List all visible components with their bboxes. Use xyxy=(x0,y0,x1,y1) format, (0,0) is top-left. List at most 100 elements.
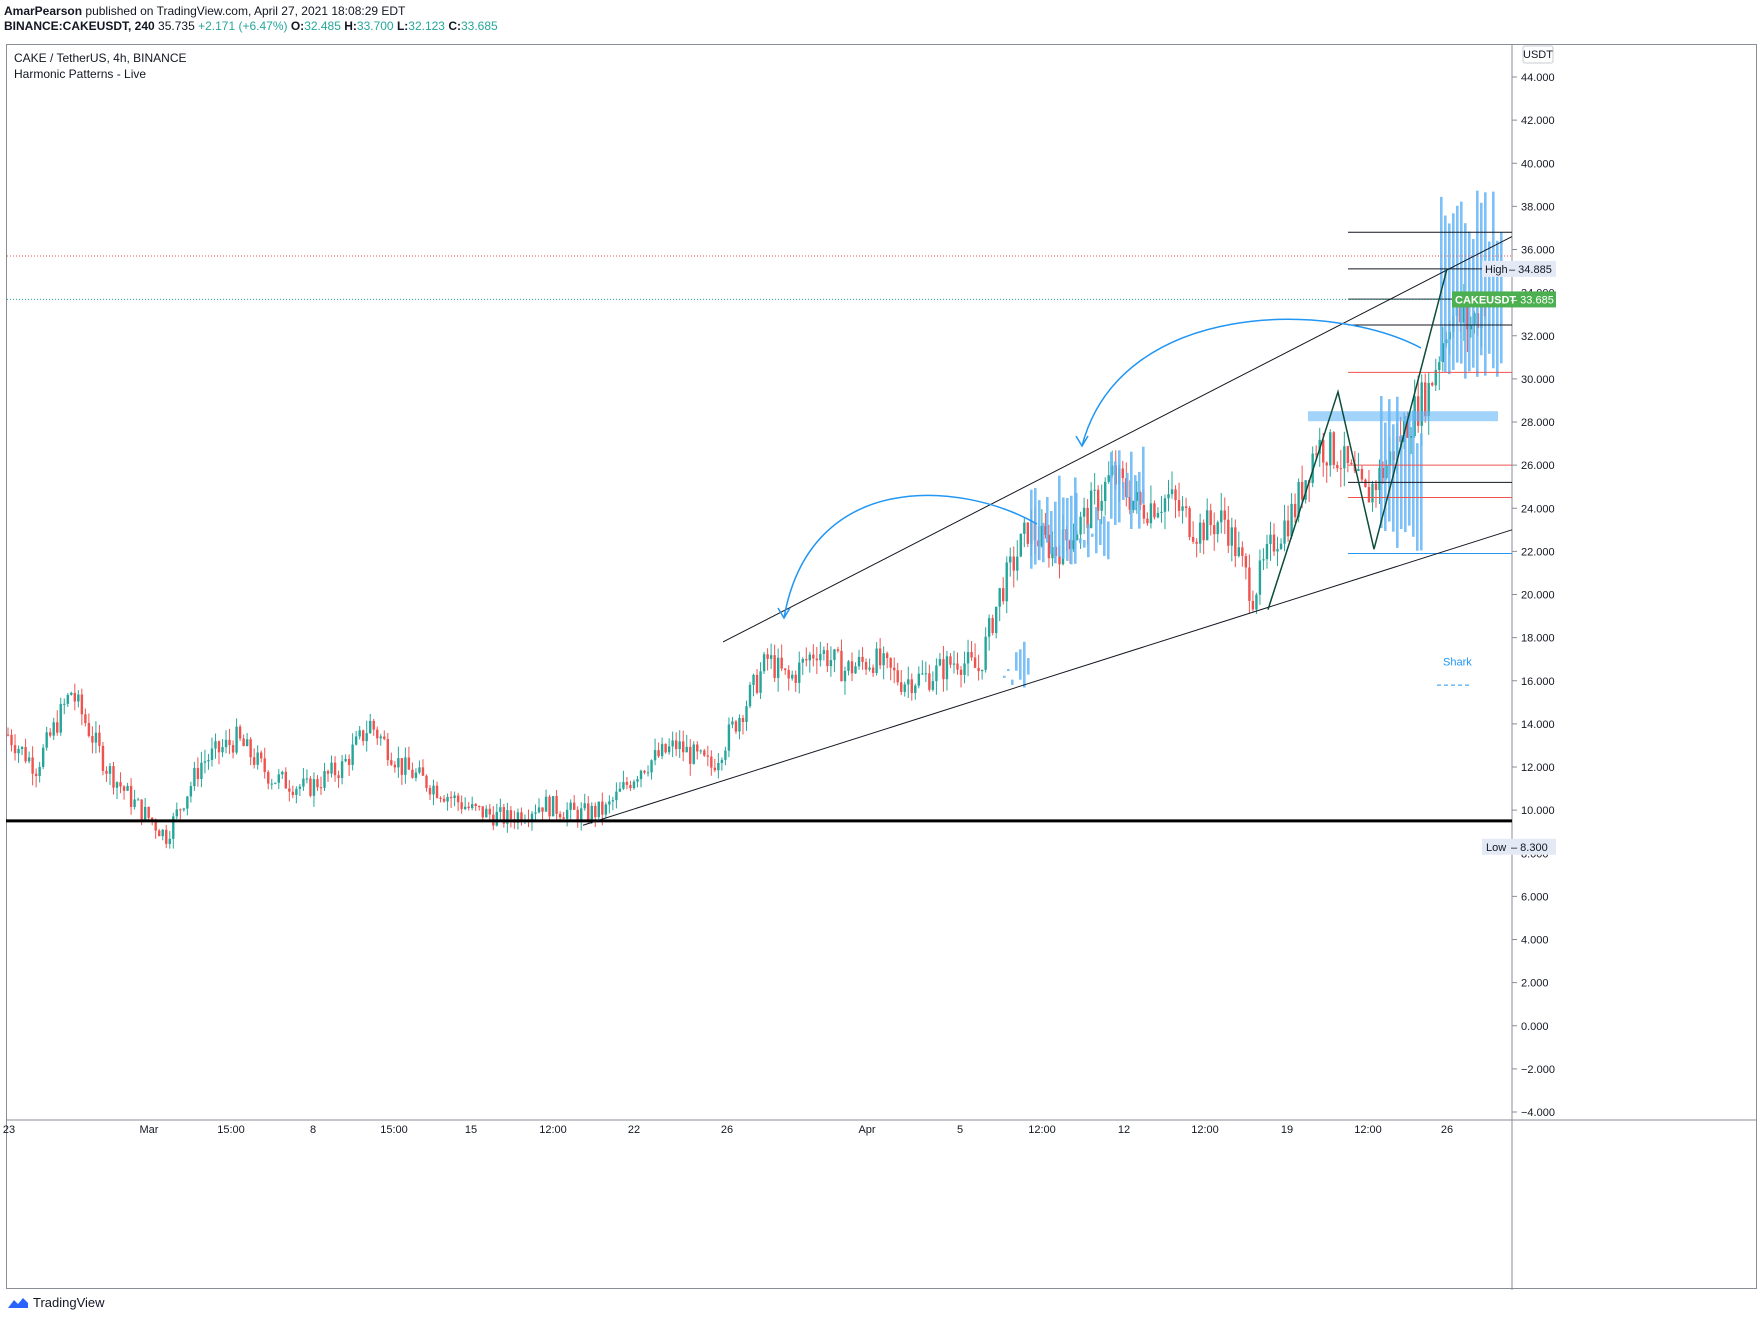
candle-body xyxy=(231,745,235,753)
x-tick-label: 12:00 xyxy=(1354,1124,1382,1136)
candle-body xyxy=(597,801,600,818)
indicator-title[interactable]: Harmonic Patterns - Live xyxy=(14,67,147,81)
price-change: +2.171 (+6.47%) xyxy=(198,19,288,33)
candle-body xyxy=(136,799,140,801)
candle-body xyxy=(1258,560,1262,595)
candle-body xyxy=(358,730,361,737)
candle-body xyxy=(133,799,136,807)
candle-body xyxy=(1336,464,1339,469)
candle-body xyxy=(544,796,548,812)
candle-body xyxy=(766,654,769,659)
candle-body xyxy=(432,785,435,795)
candle-body xyxy=(534,812,537,814)
projection-bar xyxy=(1408,412,1411,526)
candle-body xyxy=(393,764,397,768)
candle-body xyxy=(956,663,959,670)
candle-body xyxy=(1089,490,1093,529)
candle-body xyxy=(1121,468,1124,479)
candle-body xyxy=(885,653,889,659)
projection-bar xyxy=(1095,507,1098,554)
candle-body xyxy=(309,778,312,796)
projection-bar xyxy=(1412,410,1415,537)
candle-body xyxy=(998,588,1001,607)
y-tick-label: 22.000 xyxy=(1521,546,1555,558)
projection-bar xyxy=(1011,679,1014,685)
candle-body xyxy=(720,759,724,763)
candle-body xyxy=(56,722,59,733)
candle-body xyxy=(1290,503,1293,537)
y-tick-label: 6.000 xyxy=(1521,891,1549,903)
candle-body xyxy=(1205,510,1209,541)
candle-body xyxy=(376,729,379,739)
projection-bar xyxy=(1492,191,1495,369)
candle-body xyxy=(52,722,55,736)
candle-body xyxy=(717,762,720,771)
candle-body xyxy=(931,681,935,690)
candle-body xyxy=(776,657,780,678)
candle-body xyxy=(1420,382,1423,426)
projection-bar xyxy=(1420,433,1423,551)
candle-body xyxy=(921,673,924,675)
candle-body xyxy=(594,805,597,818)
projection-bar xyxy=(1030,489,1033,569)
candle-body xyxy=(643,770,646,773)
candle-body xyxy=(952,663,956,665)
candle-body xyxy=(1128,497,1132,510)
candle-body xyxy=(344,758,347,762)
projection-bar xyxy=(1083,540,1086,548)
candle-body xyxy=(1293,503,1297,518)
candle-body xyxy=(611,800,615,802)
candle-body xyxy=(1002,588,1005,602)
tradingview-logo-icon xyxy=(8,1297,28,1308)
candle-body xyxy=(1269,534,1272,545)
candle-body xyxy=(1265,544,1269,560)
projection-bar xyxy=(1476,190,1479,377)
projection-bar xyxy=(1103,516,1106,556)
y-tick-label: −2.000 xyxy=(1521,1064,1555,1076)
candle-body xyxy=(425,775,428,788)
projection-bar xyxy=(1456,205,1459,363)
candle-body xyxy=(17,748,20,754)
candle-body xyxy=(1216,522,1219,535)
candle-body xyxy=(653,750,657,761)
candle-body xyxy=(759,671,762,693)
candle-body xyxy=(660,744,664,757)
projection-bar xyxy=(1042,522,1045,563)
candle-body xyxy=(625,782,629,785)
candle-body xyxy=(569,802,572,810)
candle-body xyxy=(1012,556,1015,571)
projection-bar xyxy=(1079,538,1082,544)
candle-body xyxy=(1195,541,1198,544)
candle-body xyxy=(1009,556,1012,563)
candle-body xyxy=(1374,483,1378,491)
candle-body xyxy=(200,762,203,779)
candle-body xyxy=(400,758,404,775)
candle-body xyxy=(175,809,178,817)
projection-bar xyxy=(1099,518,1102,546)
projection-bar xyxy=(1130,451,1133,530)
projection-bar xyxy=(1046,497,1049,543)
tradingview-branding[interactable]: TradingView xyxy=(7,1295,105,1310)
candle-body xyxy=(671,740,674,747)
candle-body xyxy=(41,747,45,767)
candle-body xyxy=(1371,483,1374,503)
candle-body xyxy=(826,650,829,667)
candle-body xyxy=(889,658,892,668)
x-tick-label: Apr xyxy=(858,1124,875,1136)
candle-body xyxy=(1438,362,1441,371)
candle-body xyxy=(1315,453,1318,455)
candle-body xyxy=(731,721,734,725)
chart-legend: CAKE / TetherUS, 4h, BINANCE Harmonic Pa… xyxy=(14,50,187,82)
candle-body xyxy=(1100,500,1103,511)
candle-body xyxy=(1142,504,1146,519)
candle-body xyxy=(871,667,875,673)
candle-body xyxy=(822,650,826,654)
candle-body xyxy=(1213,525,1216,535)
candle-body xyxy=(875,648,878,673)
candle-body xyxy=(689,746,692,764)
candle-body xyxy=(252,757,256,765)
y-tick-label: 4.000 xyxy=(1521,935,1549,947)
author-name[interactable]: AmarPearson xyxy=(4,4,83,18)
x-tick-label: 15 xyxy=(465,1124,477,1136)
